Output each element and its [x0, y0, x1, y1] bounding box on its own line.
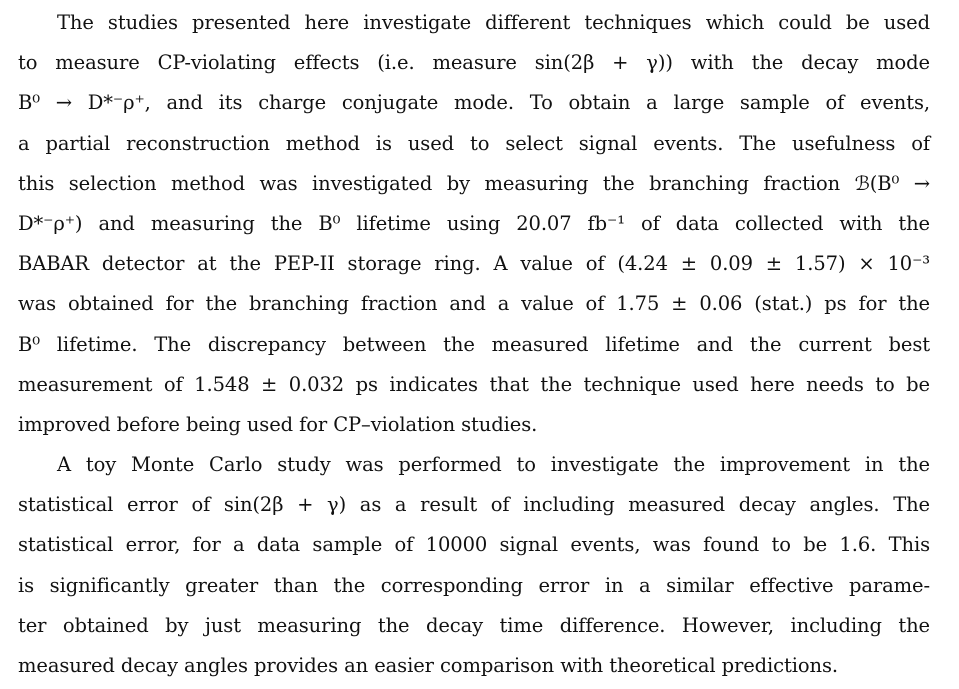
text-line: A toy Monte Carlo study was performed to… — [57, 453, 930, 477]
text-line: ter obtained by just measuring the decay… — [18, 613, 930, 637]
text-line: this selection method was investigated b… — [18, 171, 930, 195]
paragraph: The studies presented here investigate d… — [18, 6, 930, 448]
abstract-text: The studies presented here investigate d… — [18, 6, 930, 689]
text-line: statistical error of sin(2β + γ) as a re… — [18, 493, 930, 517]
text-line: D*⁻ρ⁺) and measuring the B⁰ lifetime usi… — [18, 211, 930, 235]
text-line: B⁰ lifetime. The discrepancy between the… — [18, 332, 930, 356]
text-line: improved before being used for CP–violat… — [18, 412, 538, 436]
text-line: measured decay angles provides an easier… — [18, 654, 838, 677]
text-line: statistical error, for a data sample of … — [18, 533, 930, 557]
text-line: a partial reconstruction method is used … — [18, 131, 930, 155]
text-line: B⁰ → D*⁻ρ⁺, and its charge conjugate mod… — [18, 91, 930, 115]
text-line: was obtained for the branching fraction … — [18, 292, 930, 316]
text-line: The studies presented here investigate d… — [57, 11, 930, 34]
text-line: is significantly greater than the corres… — [18, 573, 930, 597]
paragraph: A toy Monte Carlo study was performed to… — [18, 448, 930, 689]
text-line: to measure CP-violating effects (i.e. me… — [18, 51, 930, 75]
text-line: BABAR detector at the PEP-II storage rin… — [18, 252, 930, 276]
text-line: measurement of 1.548 ± 0.032 ps indicate… — [18, 372, 930, 396]
